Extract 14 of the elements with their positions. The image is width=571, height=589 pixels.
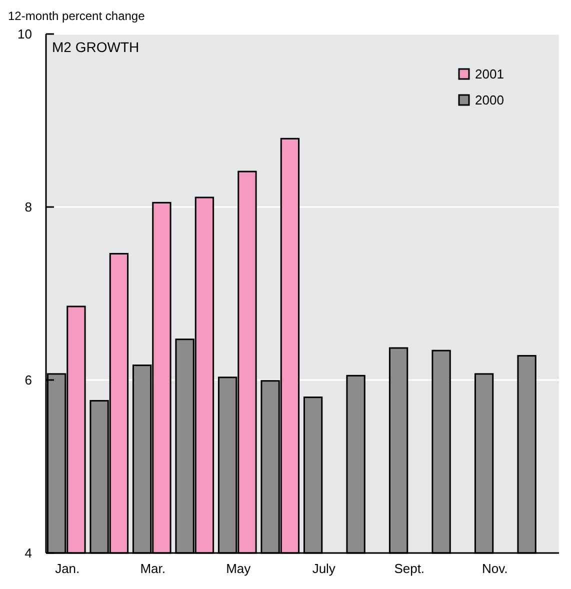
x-tick-label: Jan.: [55, 561, 80, 576]
y-axis-title: 12-month percent change: [8, 9, 146, 23]
x-tick-label: May: [226, 561, 252, 576]
x-tick-label: Sept.: [394, 561, 425, 576]
x-tick-label: July: [312, 561, 336, 576]
legend-label: 2000: [475, 92, 504, 108]
legend-label: 2001: [475, 66, 504, 82]
y-tick-label: 10: [18, 26, 32, 42]
chart-title: M2 GROWTH: [52, 39, 140, 55]
y-tick-label: 8: [24, 200, 32, 215]
x-tick-label: Mar.: [140, 561, 166, 576]
y-tick-label: 6: [24, 372, 32, 388]
x-tick-label: Nov.: [482, 561, 508, 576]
y-tick-label: 4: [24, 546, 32, 561]
